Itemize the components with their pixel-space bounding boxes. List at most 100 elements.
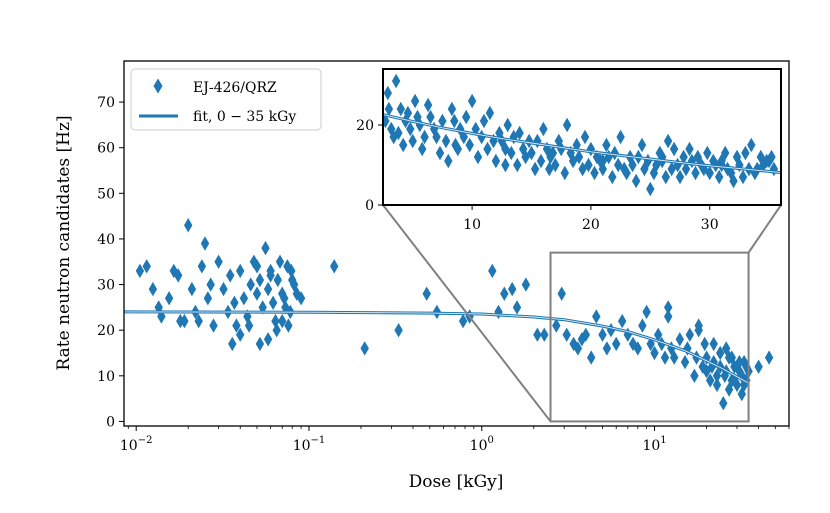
main-data-point [685,327,694,342]
main-data-point [394,323,403,338]
main-data-point [712,368,722,383]
inset-data-point [465,137,474,153]
main-data-point [569,336,578,352]
main-data-point [273,272,282,288]
inset-data-point [590,165,599,181]
y-axis-label: Rate neutron candidates [Hz] [54,115,74,370]
inset-data-point [420,129,429,145]
main-data-point [680,354,690,370]
inset-data-point [539,121,548,137]
inset-data-point [423,97,433,113]
legend-label-data: EJ-426/QRZ [193,80,277,96]
inset-data-point [554,133,563,149]
inset-data-point [462,109,471,125]
main-data-point [706,373,715,388]
inset-data-point [598,153,607,169]
inset-data-point [640,161,649,177]
main-data-point [268,295,278,310]
inset-x-axis: 10 20 30 [463,205,719,233]
main-data-point [739,354,749,370]
inset-x-tick-label: 20 [582,217,600,233]
main-data-point [694,318,703,333]
main-data-point [330,259,339,274]
main-data-point [702,364,711,379]
inset-plot: 0 20 10 20 30 [356,68,782,233]
main-data-point [263,332,273,347]
main-data-point [612,336,621,352]
inset-data-point [578,161,587,177]
inset-data-point [717,157,726,173]
inset-data-point [580,129,590,145]
inset-data-point [681,161,691,177]
main-data-point [272,323,281,338]
main-data-point [232,318,241,333]
main-data-point [289,277,299,292]
inset-data-point [438,113,447,129]
inset-data-point [568,153,578,169]
inset-data-point [513,157,522,173]
inset-data-point [703,145,712,161]
main-data-point [148,281,158,297]
main-data-point [700,336,709,352]
inset-data-point [628,157,637,173]
inset-data-point [663,133,673,149]
inset-data-point [687,153,697,169]
main-data-point [727,350,736,365]
y-tick-label: 50 [97,186,115,202]
inset-data-point [646,181,655,197]
inset-data-point [614,157,623,173]
main-data-point [712,377,722,393]
legend-frame [130,68,322,131]
main-data-point [226,268,235,283]
inset-data-point [631,173,641,189]
inset-data-point [709,153,718,169]
main-data-point [209,318,218,333]
inset-data-point [519,141,528,157]
inset-data-point [403,105,413,121]
y-tick-label: 40 [97,232,115,248]
main-data-point [252,286,262,301]
main-data-point [592,309,601,324]
main-data-point [252,259,262,274]
main-data-point [266,268,275,283]
inset-data-point [738,169,748,185]
inset-data-point [586,141,596,157]
inset-data-point [444,153,453,169]
inset-data-point [669,141,679,157]
inset-data-point [572,137,581,153]
main-data-point [587,350,596,365]
inset-data-point [764,153,774,169]
main-data-point [735,354,744,370]
y-tick-label: 0 [106,414,115,430]
inset-data-point [721,145,730,161]
inset-data-point [491,153,501,169]
main-data-point [690,368,699,383]
inset-data-point [562,117,572,133]
main-data-point [164,291,174,306]
inset-data-point [479,113,489,129]
zoom-region-box [549,251,750,423]
main-data-point [720,368,729,383]
main-data-point [512,300,522,315]
inset-data-point [489,133,498,149]
inset-data-point [726,165,736,181]
inset-data-point [685,141,694,157]
inset-data-point [406,121,415,137]
main-data-point [287,263,296,279]
inset-data-point [432,129,441,145]
inset-data-point [530,161,540,177]
inset-data-point [616,129,625,145]
main-data-point [716,345,725,361]
main-data-point [698,359,707,374]
inset-data-point [622,165,631,181]
main-data-point [664,300,673,315]
main-fit-line [124,310,750,385]
main-data-point [724,382,734,397]
main-fit-curve-highlight [124,311,749,384]
inset-fit-curve-highlight [383,114,781,174]
main-data-point [664,309,673,324]
inset-data-point [418,141,427,157]
inset-data-point [501,157,510,173]
inset-data-point [610,145,619,161]
main-data-point [263,281,273,297]
